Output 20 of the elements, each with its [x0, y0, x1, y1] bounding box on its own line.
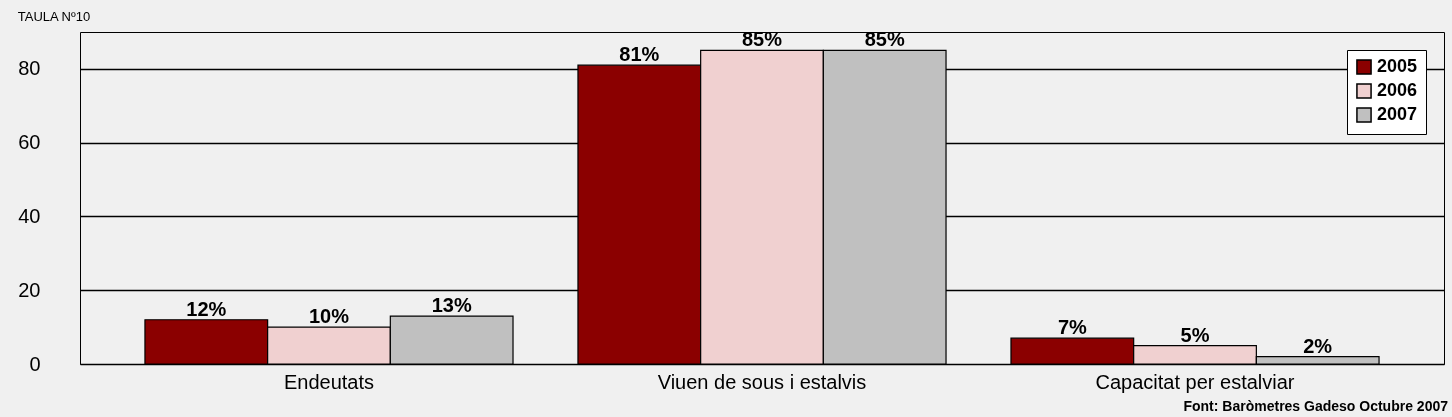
y-tick-label: 0 [29, 352, 41, 375]
x-tick-label: Viuen de sous i estalvis [657, 370, 867, 393]
data-label: 13% [431, 294, 472, 317]
chart-title: TAULA Nº10 [17, 9, 91, 25]
legend-label: 2005 [1377, 56, 1418, 76]
data-label: 10% [308, 305, 350, 328]
data-label: 81% [619, 43, 660, 66]
y-tick-label: 60 [18, 131, 41, 154]
y-tick-label: 40 [18, 204, 41, 227]
y-tick-label: 80 [18, 57, 41, 80]
y-tick-label: 20 [18, 278, 41, 301]
legend-label: 2006 [1377, 80, 1418, 100]
data-label: 12% [186, 297, 227, 320]
data-label: 7% [1057, 316, 1087, 339]
x-tick-label: Capacitat per estalviar [1095, 370, 1295, 393]
x-tick-label: Endeutats [283, 370, 375, 393]
data-label: 2% [1303, 334, 1333, 357]
legend-label: 2007 [1377, 104, 1418, 124]
text: Font: Baròmetres Gadeso Octubre 2007 [1183, 398, 1449, 414]
data-label: 5% [1180, 323, 1210, 346]
